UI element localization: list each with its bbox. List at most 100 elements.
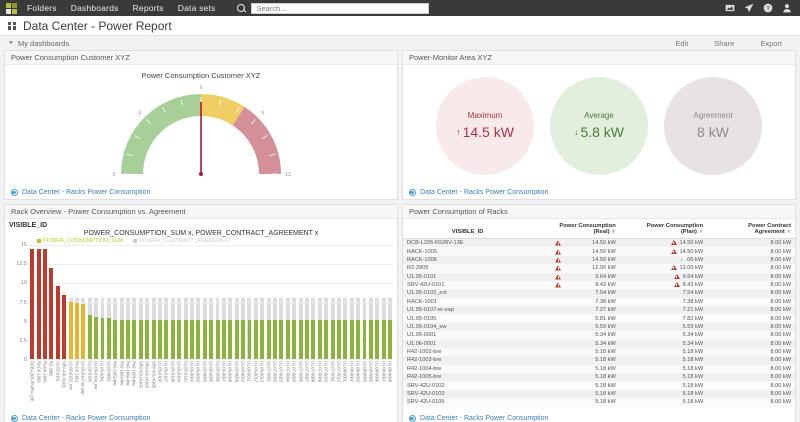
table-row[interactable]: DCB-L205-RS/RV-13E 14.50 kW 14.50 kW 8.00 k… xyxy=(403,238,795,248)
bar-group[interactable] xyxy=(291,245,297,359)
table-row[interactable]: RACK-1001 7.38 kW 7.38 kW 8.00 kW xyxy=(403,297,795,306)
bar-group[interactable] xyxy=(387,245,393,359)
edit-button[interactable]: Edit xyxy=(675,38,689,48)
remove-column-icon[interactable]: ✕ xyxy=(786,229,791,235)
bar-group[interactable] xyxy=(285,245,291,359)
screen-icon[interactable] xyxy=(725,3,735,13)
table-row[interactable]: U1.06-0001 5.34 kW 5.34 kW 8.00 kW xyxy=(403,339,795,348)
bar-group[interactable] xyxy=(317,245,323,359)
table-row[interactable]: U1.06-0001 5.34 kW 5.34 kW 8.00 kW xyxy=(403,331,795,340)
bar-group[interactable] xyxy=(227,245,233,359)
nav-link-folders[interactable]: Folders xyxy=(27,3,57,13)
bar-group[interactable] xyxy=(35,245,41,359)
bar-group[interactable] xyxy=(349,245,355,359)
bar-group[interactable] xyxy=(170,245,176,359)
bar-group[interactable] xyxy=(368,245,374,359)
source-link[interactable]: Data Center - Racks Power Consumption xyxy=(420,189,549,196)
bar-group[interactable] xyxy=(304,245,310,359)
bar-group[interactable] xyxy=(272,245,278,359)
bar-group[interactable] xyxy=(182,245,188,359)
table-row[interactable]: RACK-1006 14.50 kW ↓ .00 kW 8.00 kW xyxy=(403,255,795,265)
legend-item-consumption[interactable]: POWER_CONSUMPTION_SUM xyxy=(37,238,123,244)
table-row[interactable]: U1.05-0102_evt 7.54 kW 7.54 kW 8.00 kW xyxy=(403,289,795,298)
bar-group[interactable] xyxy=(265,245,271,359)
bar-group[interactable] xyxy=(93,245,99,359)
send-icon[interactable] xyxy=(744,3,754,13)
bar-group[interactable] xyxy=(87,245,93,359)
search-icon[interactable] xyxy=(237,3,246,13)
table-row[interactable]: SRV-42U-0105 5.18 kW 5.18 kW 8.00 kW xyxy=(403,398,795,407)
bar-group[interactable] xyxy=(144,245,150,359)
bar-group[interactable] xyxy=(189,245,195,359)
bar-group[interactable] xyxy=(297,245,303,359)
bar-group[interactable] xyxy=(61,245,67,359)
column-header-plan[interactable]: Power Consumption (Plan) ✕ xyxy=(619,221,708,239)
remove-column-icon[interactable]: ✕ xyxy=(611,229,616,235)
table-row[interactable]: U1.05-0105 5.81 kW 7.82 kW 8.00 kW xyxy=(403,314,795,323)
table-row[interactable]: R42-1003-bre 5.18 kW 5.18 kW 8.00 kW xyxy=(403,356,795,365)
bar-group[interactable] xyxy=(355,245,361,359)
table-scroll-area[interactable]: VISIBLE_ID Power Consumption (Real) ✕ Pow… xyxy=(403,219,795,412)
bar-group[interactable] xyxy=(67,245,73,359)
table-row[interactable]: RACK-1005 14.50 kW 14.50 kW 8.00 kW xyxy=(403,247,795,256)
column-header-visible-id[interactable]: VISIBLE_ID xyxy=(403,221,533,239)
bar-group[interactable] xyxy=(131,245,137,359)
table-row[interactable]: R42-1002-bre 5.18 kW 5.18 kW 8.00 kW xyxy=(403,347,795,357)
search-input[interactable] xyxy=(251,2,430,14)
bar-group[interactable] xyxy=(208,245,214,359)
bar-group[interactable] xyxy=(195,245,201,359)
share-button[interactable]: Share xyxy=(714,38,735,48)
bar-group[interactable] xyxy=(42,245,48,359)
table-row[interactable]: R2-2805 12.00 kW 12.00 kW 8.00 kW xyxy=(403,264,795,273)
bar-group[interactable] xyxy=(99,245,105,359)
nav-link-dashboards[interactable]: Dashboards xyxy=(70,3,119,13)
bar-group[interactable] xyxy=(202,245,208,359)
bar-group[interactable] xyxy=(253,245,259,359)
bar-group[interactable] xyxy=(336,245,342,359)
legend-item-agreement[interactable]: POWER_CONTRACT_AGREEMENT xyxy=(133,238,232,244)
bar-group[interactable] xyxy=(176,245,182,359)
bar-group[interactable] xyxy=(361,245,367,359)
bar-group[interactable] xyxy=(342,245,348,359)
bar-group[interactable] xyxy=(329,245,335,359)
bar-group[interactable] xyxy=(118,245,124,359)
app-logo-icon[interactable] xyxy=(6,2,17,14)
bar-group[interactable] xyxy=(380,245,386,359)
bar-group[interactable] xyxy=(221,245,227,359)
bar-group[interactable] xyxy=(80,245,86,359)
breadcrumb-label[interactable]: My dashboards xyxy=(17,38,70,48)
export-button[interactable]: Export xyxy=(760,38,782,48)
remove-column-icon[interactable]: ✕ xyxy=(698,229,704,235)
bar-group[interactable] xyxy=(125,245,131,359)
table-row[interactable]: R42-1004-bre 5.18 kW 5.18 kW 8.00 kW xyxy=(403,364,795,373)
chevron-down-icon[interactable]: ▼ xyxy=(8,40,14,46)
table-row[interactable]: R42-1005-bre 5.18 kW 5.18 kW 8.00 kW xyxy=(403,373,795,382)
table-row[interactable]: U1.05-0104_ew 5.59 kW 5.59 kW 8.00 kW xyxy=(403,322,795,332)
bar-group[interactable] xyxy=(278,245,284,359)
bar-group[interactable] xyxy=(259,245,265,359)
bar-group[interactable] xyxy=(74,245,80,359)
table-row[interactable]: SRV-42U-0101 8.43 kW 8.43 kW 8.00 kW xyxy=(403,280,795,290)
bar-group[interactable] xyxy=(55,245,61,359)
bar-group[interactable] xyxy=(163,245,169,359)
bar-group[interactable] xyxy=(214,245,220,359)
bar-group[interactable] xyxy=(48,245,54,359)
source-link[interactable]: Data Center - Racks Power Consumption xyxy=(22,189,151,196)
nav-link-data-sets[interactable]: Data sets xyxy=(177,3,216,13)
bar-group[interactable] xyxy=(29,245,35,359)
bar-group[interactable] xyxy=(157,245,163,359)
bar-group[interactable] xyxy=(310,245,316,359)
table-row[interactable]: SRV-42U-0103 5.18 kW 5.18 kW 8.00 kW xyxy=(403,389,795,399)
bar-group[interactable] xyxy=(150,245,156,359)
table-row[interactable]: U1.05-0101 9.64 kW 9.64 kW 8.00 kW xyxy=(403,272,795,281)
table-row[interactable]: U1.05-0107-er-sap 7.27 kW 7.21 kW 8.00 kW xyxy=(403,306,795,315)
source-link[interactable]: Data Center - Racks Power Consumption xyxy=(420,415,549,422)
help-icon[interactable]: ? xyxy=(763,3,773,13)
bar-group[interactable] xyxy=(234,245,240,359)
column-header-real[interactable]: Power Consumption (Real) ✕ xyxy=(532,221,620,239)
user-icon[interactable] xyxy=(782,3,792,13)
bar-group[interactable] xyxy=(240,245,246,359)
bar-group[interactable] xyxy=(138,245,144,359)
bar-group[interactable] xyxy=(374,245,380,359)
nav-link-reports[interactable]: Reports xyxy=(132,3,164,13)
